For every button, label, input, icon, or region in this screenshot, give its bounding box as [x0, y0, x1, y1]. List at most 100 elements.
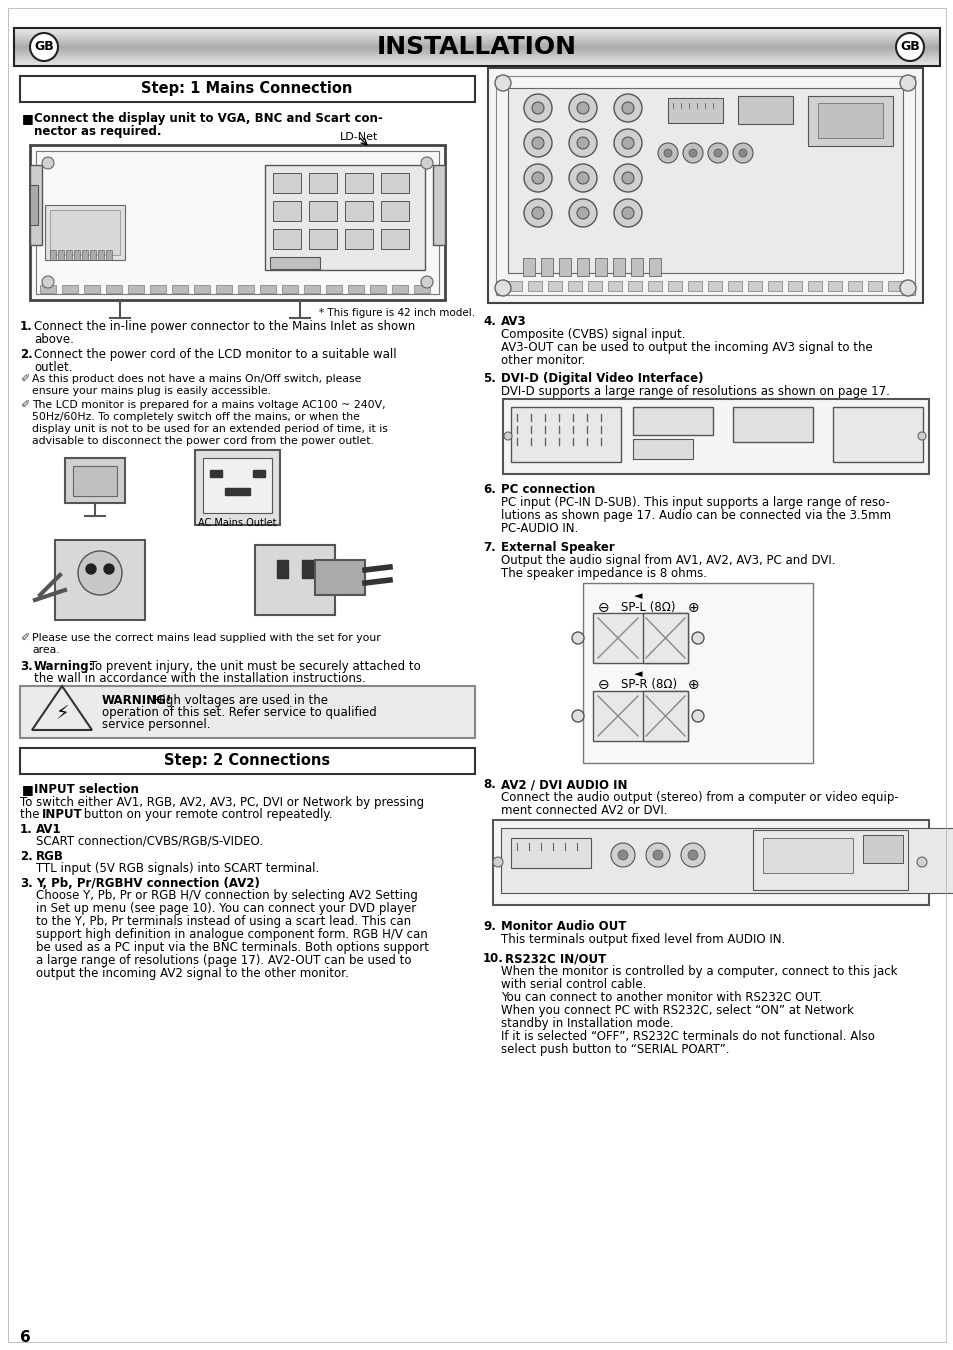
Bar: [627, 281, 641, 292]
Bar: [593, 613, 687, 663]
Bar: [593, 691, 687, 741]
Circle shape: [682, 143, 702, 163]
Bar: [558, 258, 571, 275]
Text: INPUT selection: INPUT selection: [34, 783, 139, 796]
Circle shape: [78, 551, 122, 595]
Bar: [732, 406, 812, 441]
Circle shape: [917, 432, 925, 440]
Text: GB: GB: [34, 40, 53, 54]
Circle shape: [577, 171, 588, 184]
Circle shape: [568, 163, 597, 192]
Text: The LCD monitor is prepared for a mains voltage AC100 ~ 240V,: The LCD monitor is prepared for a mains …: [32, 400, 385, 410]
Circle shape: [86, 564, 96, 574]
Circle shape: [691, 632, 703, 644]
Text: 1.: 1.: [20, 824, 32, 836]
Bar: [106, 285, 122, 293]
Circle shape: [899, 76, 915, 90]
Text: INSTALLATION: INSTALLATION: [376, 35, 577, 59]
Circle shape: [532, 171, 543, 184]
Circle shape: [503, 432, 512, 440]
Text: other monitor.: other monitor.: [500, 354, 585, 367]
Bar: [90, 250, 96, 261]
Text: above.: above.: [34, 333, 73, 346]
Bar: [50, 211, 120, 255]
Text: AV3-OUT can be used to output the incoming AV3 signal to the: AV3-OUT can be used to output the incomi…: [500, 342, 872, 354]
Bar: [58, 250, 64, 261]
Text: Choose Y, Pb, Pr or RGB H/V connection by selecting AV2 Setting: Choose Y, Pb, Pr or RGB H/V connection b…: [36, 890, 417, 902]
Text: 10.: 10.: [482, 952, 503, 965]
Text: SCART connection/CVBS/RGB/S-VIDEO.: SCART connection/CVBS/RGB/S-VIDEO.: [36, 836, 263, 848]
Bar: [314, 560, 365, 595]
Bar: [302, 560, 313, 578]
Circle shape: [652, 850, 662, 860]
Bar: [30, 185, 38, 225]
Bar: [787, 281, 801, 292]
Text: nector as required.: nector as required.: [34, 126, 161, 138]
Text: ✐: ✐: [20, 374, 30, 383]
Bar: [98, 250, 104, 261]
Bar: [500, 828, 953, 892]
Bar: [270, 256, 319, 269]
Text: AC Mains Outlet: AC Mains Outlet: [197, 518, 276, 528]
Text: display unit is not to be used for an extended period of time, it is: display unit is not to be used for an ex…: [32, 424, 388, 433]
Bar: [642, 691, 687, 741]
Circle shape: [899, 279, 915, 296]
Bar: [106, 250, 112, 261]
Bar: [738, 96, 792, 124]
Circle shape: [618, 850, 627, 860]
Text: operation of this set. Refer service to qualified: operation of this set. Refer service to …: [102, 706, 376, 720]
Text: ◄: ◄: [633, 670, 641, 679]
Circle shape: [42, 157, 54, 169]
Bar: [82, 250, 88, 261]
Circle shape: [614, 163, 641, 192]
Text: AV2 / DVI AUDIO IN: AV2 / DVI AUDIO IN: [500, 778, 627, 791]
Bar: [260, 285, 275, 293]
Text: 9.: 9.: [482, 919, 496, 933]
Circle shape: [42, 275, 54, 288]
Text: LD-Net: LD-Net: [339, 132, 378, 142]
Text: 1.: 1.: [20, 320, 32, 333]
Bar: [511, 406, 620, 462]
Text: DVI-D supports a large range of resolutions as shown on page 17.: DVI-D supports a large range of resoluti…: [500, 385, 889, 398]
Bar: [648, 258, 660, 275]
Text: the: the: [20, 809, 43, 821]
Circle shape: [610, 842, 635, 867]
Circle shape: [658, 143, 678, 163]
Text: WARNING!: WARNING!: [102, 694, 172, 707]
Bar: [582, 583, 812, 763]
Circle shape: [707, 143, 727, 163]
Bar: [348, 285, 364, 293]
Circle shape: [614, 198, 641, 227]
Bar: [62, 285, 78, 293]
Bar: [128, 285, 144, 293]
Bar: [194, 450, 280, 525]
Bar: [762, 838, 852, 873]
Bar: [74, 250, 80, 261]
Bar: [237, 285, 253, 293]
Bar: [752, 830, 907, 890]
Circle shape: [645, 842, 669, 867]
Bar: [282, 285, 297, 293]
Text: ■: ■: [22, 783, 33, 796]
Bar: [276, 560, 288, 578]
Circle shape: [687, 850, 698, 860]
Bar: [225, 487, 250, 495]
Bar: [210, 470, 222, 477]
Text: * This figure is 42 inch model.: * This figure is 42 inch model.: [318, 308, 475, 319]
Bar: [30, 144, 444, 300]
Bar: [380, 173, 409, 193]
Bar: [540, 258, 553, 275]
Text: Output the audio signal from AV1, AV2, AV3, PC and DVI.: Output the audio signal from AV1, AV2, A…: [500, 554, 835, 567]
Circle shape: [663, 148, 671, 157]
Text: ■: ■: [22, 112, 33, 126]
Circle shape: [572, 632, 583, 644]
Text: The speaker impedance is 8 ohms.: The speaker impedance is 8 ohms.: [500, 567, 706, 580]
Bar: [309, 230, 336, 248]
Text: Step: 2 Connections: Step: 2 Connections: [164, 753, 330, 768]
Bar: [254, 545, 335, 616]
Text: RS232C IN/OUT: RS232C IN/OUT: [504, 952, 605, 965]
Text: Connect the power cord of the LCD monitor to a suitable wall: Connect the power cord of the LCD monito…: [34, 348, 396, 360]
Circle shape: [568, 198, 597, 227]
Bar: [304, 285, 319, 293]
Circle shape: [104, 564, 113, 574]
